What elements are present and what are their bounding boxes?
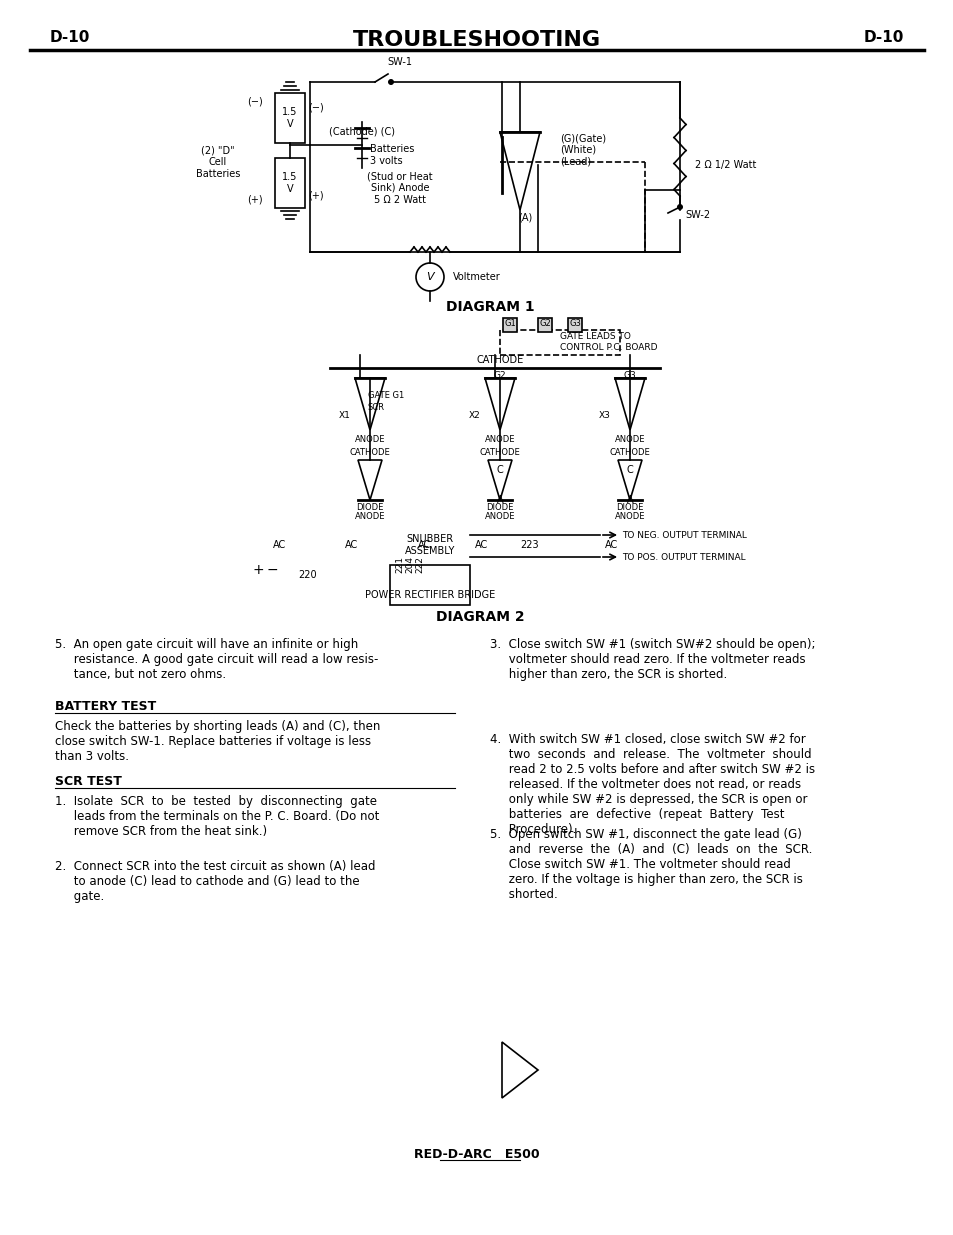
- Text: ANODE: ANODE: [614, 513, 644, 521]
- Text: DIAGRAM 1: DIAGRAM 1: [445, 300, 534, 314]
- Text: C: C: [626, 466, 633, 475]
- Text: SNUBBER
ASSEMBLY: SNUBBER ASSEMBLY: [404, 535, 455, 556]
- Text: 204: 204: [405, 556, 414, 573]
- Text: AC: AC: [345, 540, 358, 550]
- Bar: [537, 317, 552, 332]
- Text: G1: G1: [503, 320, 516, 329]
- Text: (2) "D"
Cell
Batteries: (2) "D" Cell Batteries: [195, 146, 240, 179]
- Text: RED-D-ARC   E500: RED-D-ARC E500: [414, 1149, 539, 1161]
- Text: Batteries
3 volts: Batteries 3 volts: [370, 144, 414, 165]
- Text: ANODE: ANODE: [355, 435, 385, 445]
- Text: DIODE: DIODE: [616, 503, 643, 513]
- Text: 222: 222: [416, 556, 424, 573]
- Bar: [567, 317, 581, 332]
- Text: CATHODE: CATHODE: [476, 354, 523, 366]
- Text: A: A: [626, 495, 633, 505]
- Text: AC: AC: [605, 540, 618, 550]
- Text: TROUBLESHOOTING: TROUBLESHOOTING: [353, 30, 600, 49]
- Text: 221: 221: [395, 556, 404, 573]
- Bar: [274, 158, 305, 207]
- Text: ANODE: ANODE: [614, 435, 644, 445]
- Text: DIODE: DIODE: [486, 503, 513, 513]
- Text: Voltmeter: Voltmeter: [453, 272, 500, 282]
- Bar: [499, 330, 619, 354]
- Text: (−): (−): [247, 98, 263, 107]
- Text: 2 Ω 1/2 Watt: 2 Ω 1/2 Watt: [695, 161, 756, 170]
- Text: D-10: D-10: [862, 30, 903, 44]
- Text: D-10: D-10: [50, 30, 91, 44]
- Text: 223: 223: [520, 540, 538, 550]
- Text: G3: G3: [623, 370, 636, 379]
- Text: 1.  Isolate  SCR  to  be  tested  by  disconnecting  gate
     leads from the te: 1. Isolate SCR to be tested by disconnec…: [55, 795, 379, 839]
- Text: 5.  An open gate circuit will have an infinite or high
     resistance. A good g: 5. An open gate circuit will have an inf…: [55, 638, 378, 680]
- Text: DIODE: DIODE: [355, 503, 383, 513]
- Text: DIAGRAM 2: DIAGRAM 2: [436, 610, 524, 624]
- Text: (A): (A): [517, 212, 532, 222]
- Text: A: A: [497, 495, 503, 505]
- Text: (G)(Gate)
(White)
(Lead): (G)(Gate) (White) (Lead): [559, 133, 605, 167]
- Text: ANODE: ANODE: [484, 513, 515, 521]
- Text: ANODE: ANODE: [355, 513, 385, 521]
- Text: CATHODE: CATHODE: [349, 448, 390, 457]
- Circle shape: [677, 204, 682, 210]
- Text: (Stud or Heat
Sink) Anode
5 Ω 2 Watt: (Stud or Heat Sink) Anode 5 Ω 2 Watt: [367, 172, 433, 205]
- Text: GATE G1: GATE G1: [368, 390, 404, 399]
- Text: G2: G2: [493, 370, 506, 379]
- Text: (Cathode) (C): (Cathode) (C): [329, 127, 395, 137]
- Text: 4.  With switch SW #1 closed, close switch SW #2 for
     two  seconds  and  rel: 4. With switch SW #1 closed, close switc…: [490, 734, 814, 836]
- Text: 2.  Connect SCR into the test circuit as shown (A) lead
     to anode (C) lead t: 2. Connect SCR into the test circuit as …: [55, 860, 375, 903]
- Circle shape: [416, 263, 443, 291]
- Text: TO NEG. OUTPUT TERMINAL: TO NEG. OUTPUT TERMINAL: [621, 531, 746, 540]
- Text: 5.  Open switch SW #1, disconnect the gate lead (G)
     and  reverse  the  (A) : 5. Open switch SW #1, disconnect the gat…: [490, 827, 812, 902]
- Text: AC: AC: [418, 540, 431, 550]
- Text: X1: X1: [338, 410, 351, 420]
- Text: BATTERY TEST: BATTERY TEST: [55, 700, 156, 713]
- Text: SCR TEST: SCR TEST: [55, 776, 122, 788]
- Bar: [274, 93, 305, 143]
- Bar: [502, 317, 517, 332]
- Text: X3: X3: [598, 410, 610, 420]
- Text: CATHODE: CATHODE: [479, 448, 519, 457]
- Text: AC: AC: [274, 540, 286, 550]
- Text: ANODE: ANODE: [484, 435, 515, 445]
- Text: AC: AC: [475, 540, 488, 550]
- Text: V: V: [426, 272, 434, 282]
- Text: SCR: SCR: [368, 404, 385, 412]
- Bar: [390, 564, 470, 605]
- Text: (+): (+): [308, 191, 323, 201]
- Text: 220: 220: [298, 571, 317, 580]
- Text: −: −: [266, 563, 277, 577]
- Text: Check the batteries by shorting leads (A) and (C), then
close switch SW-1. Repla: Check the batteries by shorting leads (A…: [55, 720, 380, 763]
- Text: SW-1: SW-1: [387, 57, 412, 67]
- Text: G2: G2: [538, 320, 550, 329]
- Text: 3.  Close switch SW #1 (switch SW#2 should be open);
     voltmeter should read : 3. Close switch SW #1 (switch SW#2 shoul…: [490, 638, 815, 680]
- Text: X2: X2: [469, 410, 480, 420]
- Text: +: +: [252, 563, 264, 577]
- Text: C: C: [497, 466, 503, 475]
- Circle shape: [388, 79, 394, 85]
- Text: SW-2: SW-2: [684, 210, 709, 220]
- Text: (+): (+): [247, 195, 262, 205]
- Text: G3: G3: [569, 320, 580, 329]
- Text: POWER RECTIFIER BRIDGE: POWER RECTIFIER BRIDGE: [364, 590, 495, 600]
- Text: 1.5
V: 1.5 V: [282, 107, 297, 128]
- Text: CATHODE: CATHODE: [609, 448, 650, 457]
- Text: (−): (−): [308, 103, 323, 112]
- Text: 1.5
V: 1.5 V: [282, 172, 297, 194]
- Text: TO POS. OUTPUT TERMINAL: TO POS. OUTPUT TERMINAL: [621, 552, 745, 562]
- Text: GATE LEADS TO
CONTROL P.C. BOARD: GATE LEADS TO CONTROL P.C. BOARD: [559, 332, 657, 352]
